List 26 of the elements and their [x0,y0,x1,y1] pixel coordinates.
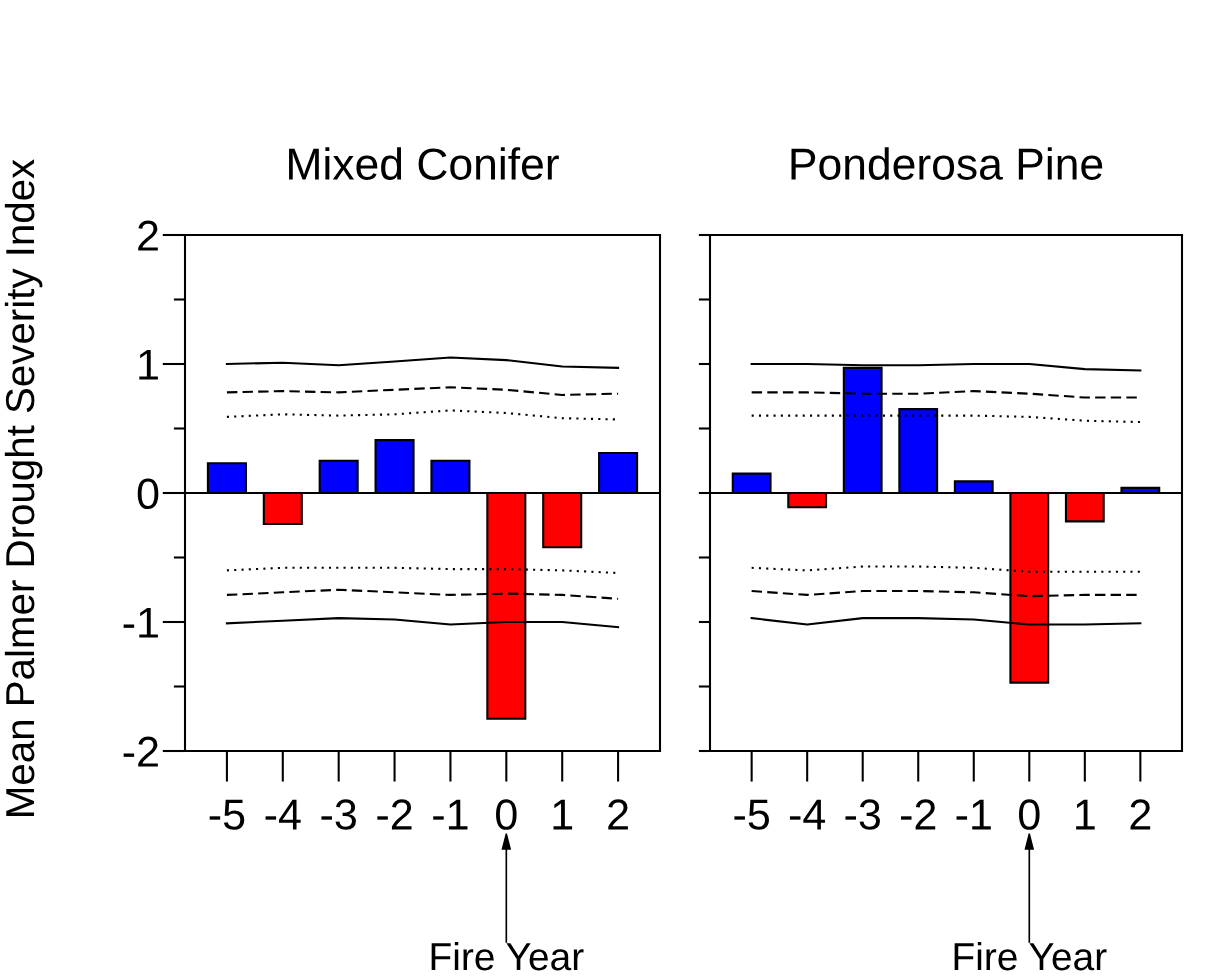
x-tick-label: -4 [789,799,826,830]
x-tick-label: -3 [321,799,356,830]
y-tick-label: 2 [138,220,158,251]
x-tick-label: 1 [553,799,573,830]
x-tick-label: -5 [734,799,769,830]
y-tick-label: -2 [123,736,158,767]
x-tick-label: 0 [1019,799,1040,830]
x-tick-label: -1 [433,799,468,830]
x-tick-label: 0 [496,799,517,830]
x-tick-label: -1 [956,799,991,830]
x-tick-label: 2 [1130,799,1151,830]
x-tick-label: -2 [377,799,412,830]
x-tick-label: 2 [608,799,628,830]
x-tick-label: -5 [209,799,245,830]
annotation: Fire Year [954,941,1107,971]
chart-title: Ponderosa Pine [791,147,1103,180]
x-tick-label: -3 [845,799,880,830]
y-tick-label: 0 [137,478,159,510]
x-tick-label: 1 [1076,799,1095,830]
chart-title: Mixed Conifer [289,147,559,180]
annotation: Fire Year [431,941,584,971]
x-tick-label: -4 [265,799,301,830]
y-tick-label: -1 [123,607,158,638]
y-axis-title: Mean Palmer Drought Severity Index [4,159,43,816]
x-tick-label: -2 [901,799,936,830]
y-tick-label: 1 [139,349,158,380]
